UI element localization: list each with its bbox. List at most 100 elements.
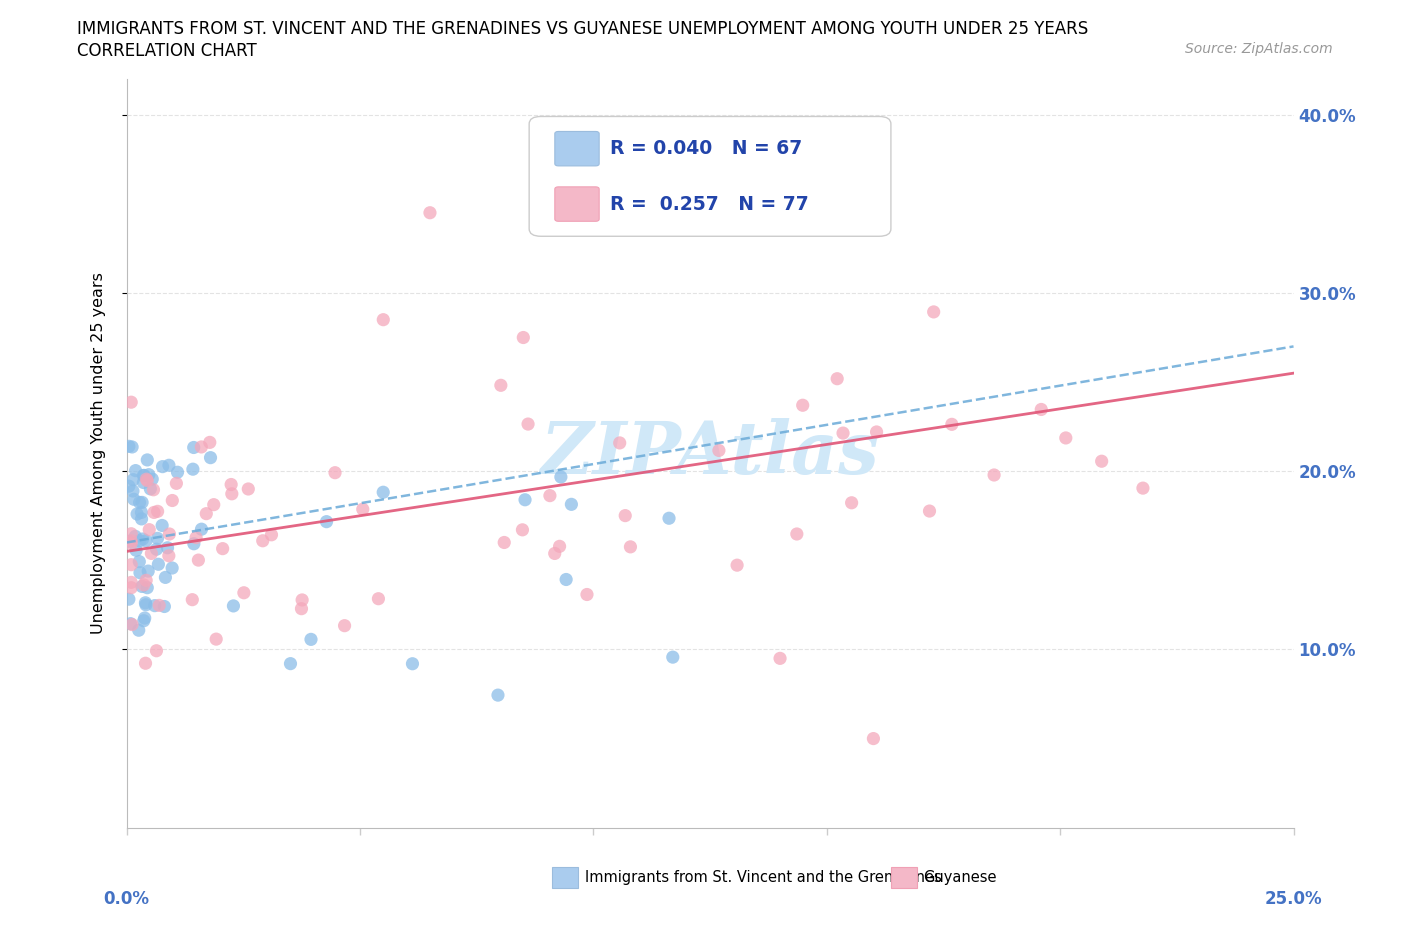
- Point: [792, 398, 814, 413]
- Point: [132, 613, 155, 628]
- Point: [548, 538, 571, 553]
- Point: [153, 599, 176, 614]
- Point: [290, 601, 312, 616]
- Point: [136, 564, 159, 578]
- Point: [120, 575, 142, 590]
- Point: [120, 526, 142, 541]
- Point: [135, 472, 157, 486]
- Point: [252, 533, 274, 548]
- Point: [152, 459, 174, 474]
- Point: [141, 546, 163, 561]
- Point: [120, 580, 142, 595]
- Point: [183, 440, 205, 455]
- Point: [135, 656, 157, 671]
- Point: [118, 591, 141, 606]
- Point: [555, 572, 578, 587]
- Point: [132, 468, 155, 483]
- Point: [135, 573, 157, 588]
- Point: [127, 507, 149, 522]
- Point: [146, 504, 169, 519]
- Point: [517, 417, 540, 432]
- Point: [609, 435, 631, 450]
- Point: [187, 552, 209, 567]
- Point: [118, 534, 141, 549]
- Point: [333, 618, 356, 633]
- Point: [122, 484, 145, 498]
- Point: [198, 435, 221, 450]
- Point: [145, 644, 167, 658]
- Text: IMMIGRANTS FROM ST. VINCENT AND THE GRENADINES VS GUYANESE UNEMPLOYMENT AMONG YO: IMMIGRANTS FROM ST. VINCENT AND THE GREN…: [77, 20, 1088, 38]
- Point: [202, 498, 225, 512]
- Point: [136, 580, 159, 595]
- Point: [190, 522, 212, 537]
- Point: [489, 378, 512, 392]
- Point: [166, 465, 188, 480]
- Point: [128, 495, 150, 510]
- Text: Source: ZipAtlas.com: Source: ZipAtlas.com: [1185, 42, 1333, 56]
- Point: [124, 529, 146, 544]
- Point: [1091, 454, 1114, 469]
- Point: [222, 599, 245, 614]
- Point: [160, 561, 183, 576]
- Point: [260, 527, 283, 542]
- Point: [190, 440, 212, 455]
- FancyBboxPatch shape: [553, 867, 578, 887]
- Text: CORRELATION CHART: CORRELATION CHART: [77, 42, 257, 60]
- Point: [200, 450, 222, 465]
- Point: [575, 587, 598, 602]
- Point: [619, 539, 641, 554]
- Point: [128, 534, 150, 549]
- Point: [373, 312, 395, 327]
- Point: [1054, 431, 1077, 445]
- Point: [136, 473, 159, 488]
- Point: [122, 492, 145, 507]
- Point: [280, 657, 302, 671]
- Point: [132, 475, 155, 490]
- Point: [135, 534, 157, 549]
- Point: [120, 534, 142, 549]
- FancyBboxPatch shape: [555, 131, 599, 166]
- Point: [221, 486, 243, 501]
- Text: Immigrants from St. Vincent and the Grenadines: Immigrants from St. Vincent and the Gren…: [585, 870, 942, 884]
- Point: [131, 495, 153, 510]
- Point: [165, 476, 187, 491]
- Point: [769, 651, 792, 666]
- Point: [157, 458, 180, 472]
- Point: [131, 505, 153, 520]
- Point: [658, 511, 681, 525]
- Point: [159, 526, 181, 541]
- Point: [941, 417, 963, 432]
- FancyBboxPatch shape: [891, 867, 917, 887]
- Point: [146, 531, 169, 546]
- Point: [184, 530, 207, 545]
- Point: [352, 502, 374, 517]
- Point: [512, 523, 534, 538]
- Point: [136, 453, 159, 468]
- Point: [707, 443, 730, 458]
- Point: [181, 462, 204, 477]
- Text: R =  0.257   N = 77: R = 0.257 N = 77: [610, 194, 808, 214]
- Point: [121, 440, 143, 455]
- Point: [118, 439, 141, 454]
- Point: [120, 394, 142, 409]
- Text: 25.0%: 25.0%: [1265, 890, 1322, 908]
- Point: [486, 687, 509, 702]
- Point: [291, 592, 314, 607]
- Point: [862, 731, 884, 746]
- Text: Guyanese: Guyanese: [924, 870, 997, 884]
- Point: [124, 463, 146, 478]
- Point: [150, 518, 173, 533]
- Point: [129, 565, 152, 580]
- Point: [544, 546, 567, 561]
- Point: [122, 472, 145, 487]
- Text: 0.0%: 0.0%: [104, 890, 149, 908]
- Point: [238, 482, 260, 497]
- Point: [156, 540, 179, 555]
- FancyBboxPatch shape: [555, 187, 599, 221]
- Text: ZIPAtlas: ZIPAtlas: [541, 418, 879, 489]
- Point: [141, 472, 163, 486]
- Point: [143, 505, 166, 520]
- Point: [662, 650, 685, 665]
- Point: [512, 330, 534, 345]
- Point: [494, 535, 516, 550]
